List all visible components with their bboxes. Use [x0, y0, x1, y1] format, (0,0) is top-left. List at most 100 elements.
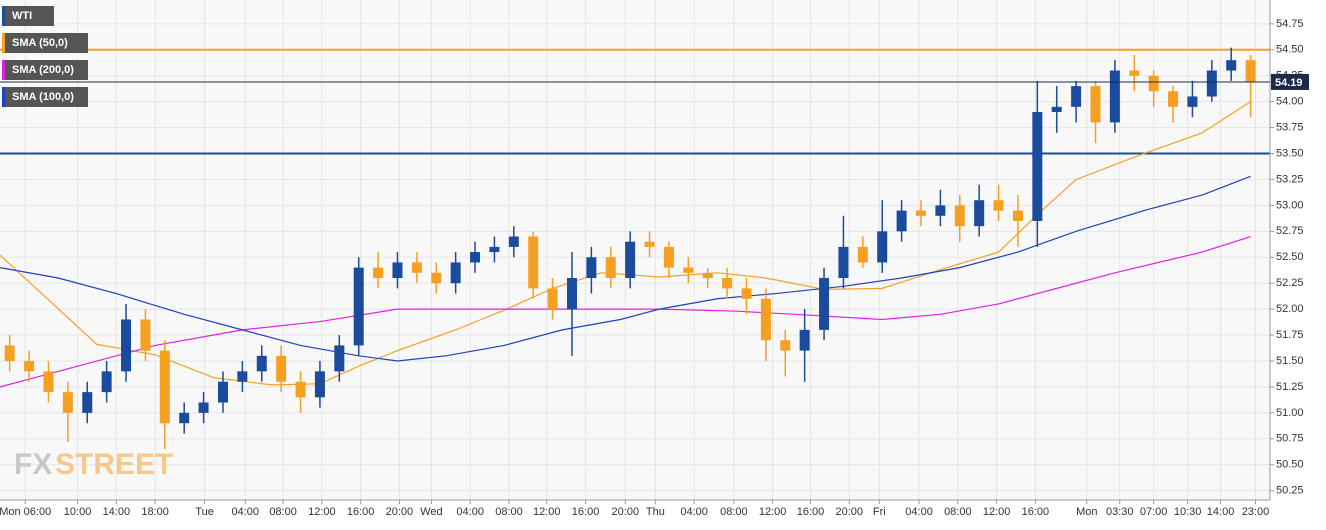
x-tick-label: 04:00 — [456, 506, 484, 518]
candle-body — [1090, 86, 1101, 123]
x-tick-label: 08:00 — [495, 506, 523, 518]
candle-body — [935, 205, 946, 216]
candle-body — [974, 200, 985, 227]
last-price-label: 54.19 — [1275, 77, 1303, 89]
y-tick-label: 54.00 — [1276, 96, 1304, 108]
x-tick-label: 08:00 — [944, 506, 972, 518]
y-tick-label: 51.25 — [1276, 381, 1304, 393]
x-tick-label: 04:00 — [232, 506, 260, 518]
x-tick-label: 23:00 — [1242, 506, 1270, 518]
candle-body — [1168, 91, 1179, 107]
candle-body — [159, 350, 170, 424]
candle-body — [760, 298, 771, 341]
watermark-fx: FX — [14, 448, 52, 481]
y-tick-label: 51.50 — [1276, 355, 1304, 367]
candle-body — [857, 246, 868, 263]
y-tick-label: 53.50 — [1276, 147, 1304, 159]
y-tick-label: 52.00 — [1276, 303, 1304, 315]
candle-body — [24, 360, 35, 372]
x-tick-label: Tue — [195, 506, 214, 518]
x-tick-label: Mon 06:00 — [0, 506, 51, 518]
candle-body — [780, 340, 791, 351]
legend-label: SMA (50,0) — [12, 37, 68, 49]
candle-body — [566, 278, 577, 310]
candle-body — [198, 402, 209, 413]
overlay: 54.19 WTI SMA (50,0) SMA (200,0) SMA (100,0) — [0, 6, 1309, 107]
legend-box — [2, 6, 54, 26]
x-tick-label: 12:00 — [983, 506, 1011, 518]
y-tick-label: 50.75 — [1276, 433, 1304, 445]
candle-body — [431, 272, 442, 284]
y-tick-label: 53.25 — [1276, 173, 1304, 185]
y-tick-label: 50.50 — [1276, 459, 1304, 471]
x-tick-label: Fri — [873, 506, 886, 518]
candle-body — [1109, 70, 1120, 123]
candle-body — [217, 381, 228, 403]
y-tick-label: 51.75 — [1276, 329, 1304, 341]
candle-body — [140, 319, 151, 351]
x-tick-label: 10:00 — [64, 506, 92, 518]
x-tick-label: 14:00 — [103, 506, 131, 518]
y-tick-label: 52.75 — [1276, 225, 1304, 237]
y-tick-label: 54.75 — [1276, 18, 1304, 30]
y-tick-label: 53.00 — [1276, 199, 1304, 211]
x-tick-label: 04:00 — [680, 506, 708, 518]
candle-body — [547, 288, 558, 310]
candle-body — [877, 231, 888, 263]
candle-body — [353, 267, 364, 346]
x-tick-label: 03:30 — [1106, 506, 1134, 518]
candle-body — [528, 236, 539, 289]
x-tick-label: 08:00 — [720, 506, 748, 518]
x-tick-label: 20:00 — [612, 506, 640, 518]
candle-body — [838, 246, 849, 279]
candle-body — [586, 257, 597, 279]
candle-body — [1129, 70, 1140, 76]
candle-body — [373, 267, 384, 279]
x-tick-label: 14:00 — [1207, 506, 1235, 518]
candle-body — [179, 412, 190, 424]
candle-body — [62, 392, 73, 413]
candle-body — [799, 329, 810, 351]
candle-body — [1148, 75, 1159, 92]
candle-body — [915, 210, 926, 216]
candle-body — [237, 371, 248, 382]
x-tick-label: 16:00 — [347, 506, 375, 518]
candle-body — [605, 257, 616, 279]
candle-body — [101, 371, 112, 393]
candle-body — [411, 262, 422, 273]
x-tick-label: 16:00 — [797, 506, 825, 518]
candle-body — [1051, 106, 1062, 113]
candle-body — [819, 278, 830, 330]
candle-body — [1226, 60, 1237, 71]
candle-body — [954, 205, 965, 227]
x-tick-label: Thu — [646, 506, 665, 518]
x-tick-label: 16:00 — [1022, 506, 1050, 518]
candle-body — [392, 262, 403, 279]
candle-body — [702, 272, 713, 279]
legend-label: SMA (200,0) — [12, 64, 74, 76]
candle-body — [334, 345, 345, 372]
x-tick-label: 08:00 — [269, 506, 297, 518]
x-tick-label: Wed — [420, 506, 442, 518]
x-tick-label: 18:00 — [141, 506, 169, 518]
candle-body — [722, 278, 733, 289]
candle-body — [1032, 112, 1043, 221]
legend-swatch — [2, 87, 5, 107]
x-tick-label: 12:00 — [759, 506, 787, 518]
candle-body — [1187, 96, 1198, 107]
candle-body — [741, 288, 752, 299]
legend-swatch — [2, 60, 5, 80]
candle-body — [896, 210, 907, 232]
x-tick-label: 07:00 — [1140, 506, 1168, 518]
y-tick-label: 52.50 — [1276, 251, 1304, 263]
candle-body — [450, 262, 461, 284]
legend-label: SMA (100,0) — [12, 91, 74, 103]
x-tick-label: 20:00 — [386, 506, 414, 518]
watermark-street: STREET — [55, 448, 173, 481]
y-tick-label: 51.00 — [1276, 407, 1304, 419]
candle-body — [663, 246, 674, 268]
x-tick-label: 20:00 — [835, 506, 863, 518]
candle-body — [1012, 210, 1023, 221]
candle-body — [683, 267, 694, 273]
